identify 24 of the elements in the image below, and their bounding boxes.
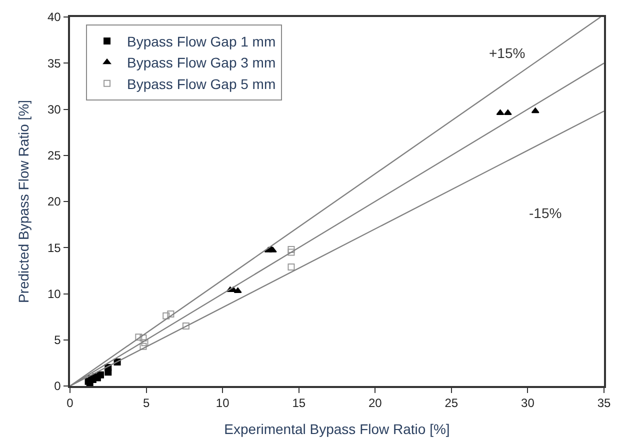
legend-label: Bypass Flow Gap 5 mm: [127, 76, 276, 92]
y-axis-title: Predicted Bypass Flow Ratio [%]: [16, 100, 32, 304]
y-tick-label: 30: [47, 102, 62, 116]
y-tick-label: 0: [54, 379, 62, 394]
y-tick-label: 25: [47, 148, 62, 163]
y-tick-label: 20: [47, 194, 62, 209]
x-tick-label: 30: [521, 396, 535, 410]
y-tick-label: 5: [54, 333, 62, 348]
y-tick-label: 15: [47, 240, 62, 255]
y-tick-label: 35: [47, 56, 62, 70]
legend-label: Bypass Flow Gap 3 mm: [127, 54, 276, 71]
x-tick-label: 10: [216, 396, 230, 410]
x-tick-label: 5: [142, 396, 150, 410]
annotation: -15%: [529, 205, 562, 221]
x-tick-label: 25: [444, 396, 458, 410]
annotation: +15%: [489, 45, 526, 61]
legend-label: Bypass Flow Gap 1 mm: [127, 33, 276, 50]
x-tick-label: 35: [597, 396, 611, 410]
x-axis-title: Experimental Bypass Flow Ratio [%]: [224, 420, 450, 437]
x-tick-label: 20: [368, 396, 382, 410]
y-tick-label: 10: [47, 286, 62, 301]
x-tick-label: 0: [66, 396, 74, 410]
y-tick-label: 40: [47, 10, 62, 24]
x-tick-label: 15: [292, 396, 306, 410]
